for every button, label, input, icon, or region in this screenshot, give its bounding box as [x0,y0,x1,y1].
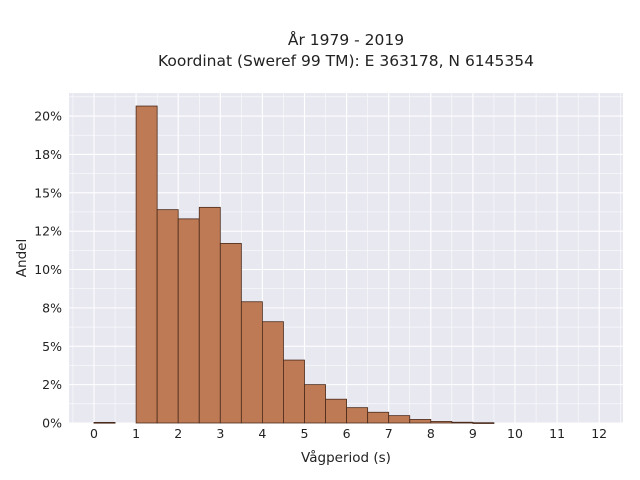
x-tick-label: 10 [507,426,523,441]
y-axis-label: Andel [14,239,30,277]
x-tick-label: 4 [258,426,266,441]
x-tick-label: 2 [174,426,182,441]
y-tick-label: 8% [42,300,62,315]
histogram-bar [346,407,369,424]
histogram-bar [388,415,411,424]
y-tick-label: 15% [34,185,62,200]
histogram-bar [325,398,347,424]
x-axis-label: Vågperiod (s) [301,449,391,466]
histogram-bar [409,419,432,424]
chart-title-line-1: År 1979 - 2019 [288,30,404,49]
histogram-bar [283,359,305,424]
histogram-bar [135,105,158,424]
histogram-bar [93,421,116,424]
histogram-bar [198,206,221,424]
histogram-bar [156,209,179,424]
histogram-bar [472,422,495,424]
y-tick-label: 0% [42,416,62,431]
y-axis-ticks: 0% 2% 5% 8% 10% 12% 15% 18% 20% [34,109,62,431]
y-tick-label: 10% [34,262,62,277]
x-tick-label: 1 [132,426,140,441]
y-tick-label: 12% [34,224,62,239]
histogram-bar [451,421,474,424]
histogram-bar [430,421,453,424]
x-tick-label: 8 [427,426,435,441]
histogram-bar [240,301,263,424]
y-tick-label: 20% [34,109,62,124]
x-axis-ticks: 0 1 2 3 4 5 6 7 8 9 10 11 12 [90,426,607,441]
histogram-bar [261,321,284,424]
x-tick-label: 9 [469,426,477,441]
histogram-bar [177,218,200,424]
y-tick-label: 5% [42,339,62,354]
x-tick-label: 11 [549,426,565,441]
histogram-bar [367,411,390,424]
x-tick-label: 0 [90,426,98,441]
bars [93,105,495,424]
x-tick-label: 5 [301,426,309,441]
x-tick-label: 3 [216,426,224,441]
histogram-bar [219,243,242,424]
x-tick-label: 12 [591,426,607,441]
histogram-bar [304,384,326,424]
x-tick-label: 6 [343,426,351,441]
y-tick-label: 2% [42,377,62,392]
x-tick-label: 7 [385,426,393,441]
y-tick-label: 18% [34,147,62,162]
chart-title-line-2: Koordinat (Sweref 99 TM): E 363178, N 61… [158,52,534,70]
